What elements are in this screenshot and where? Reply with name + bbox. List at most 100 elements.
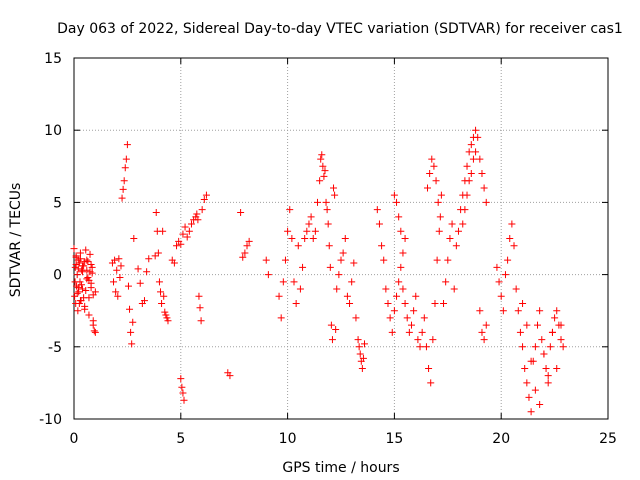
data-point [317,155,325,163]
data-point [173,242,181,250]
chart-title: Day 063 of 2022, Sidereal Day-to-day VTE… [57,21,623,37]
data-point [523,321,531,329]
data-point [316,177,324,185]
data-point [474,133,482,141]
data-point [482,198,490,206]
data-point [73,289,81,297]
data-point [546,343,554,351]
data-point [358,364,366,372]
data-point [143,268,151,276]
data-point [557,321,565,329]
data-point [433,256,441,264]
data-point [311,227,319,235]
data-point [427,379,435,387]
data-point [170,259,178,267]
data-point [275,292,283,300]
data-point [393,198,401,206]
data-point [75,259,83,267]
data-point [281,256,289,264]
data-point [128,340,136,348]
y-tick-labels: -10 -5 0 5 10 15 [39,51,62,428]
data-point [326,263,334,271]
plot-frame [73,57,609,420]
data-point [332,325,340,333]
data-point [164,317,172,325]
data-point [465,148,473,156]
data-point [478,170,486,178]
y-tick-label: -10 [39,412,62,428]
data-point [393,292,401,300]
data-point [508,220,516,228]
data-point [305,220,313,228]
data-point [307,213,315,221]
data-point [461,206,469,214]
data-point [110,278,118,286]
data-point [476,155,484,163]
data-point [405,328,413,336]
data-point [120,177,128,185]
data-point [179,389,187,397]
data-point [130,235,138,242]
data-point [534,321,542,329]
data-point [548,328,556,336]
data-point [86,250,94,258]
data-point [80,294,88,302]
data-point [74,265,82,273]
data-point [197,317,205,325]
data-point [299,263,307,271]
data-point [193,210,201,218]
data-point [412,292,420,300]
data-point [123,141,131,149]
data-point [463,191,471,199]
data-point [519,299,527,307]
data-point [155,278,163,286]
data-point [521,364,529,372]
y-tick-label: -5 [48,340,62,356]
data-point [514,307,522,315]
data-point [536,401,544,409]
data-point [129,318,137,326]
data-point [472,148,480,156]
data-point [113,266,121,274]
data-point [290,278,298,286]
data-point [330,184,338,192]
data-point [335,271,343,279]
data-point [436,213,444,221]
data-point [87,260,95,268]
data-point [428,155,436,163]
data-point [450,285,458,293]
data-point [390,307,398,315]
data-point [91,328,99,336]
data-point [320,172,328,180]
data-point [162,311,170,319]
data-point [373,206,381,214]
data-point [294,242,302,250]
y-axis-label: SDTVAR / TECUs [8,183,24,298]
data-point [495,278,503,286]
data-point [426,170,434,178]
data-point [544,379,552,387]
data-point [152,209,160,217]
data-point [195,292,203,300]
data-point [442,278,450,286]
data-point [416,343,424,351]
data-point [76,255,84,263]
data-point [262,256,270,264]
data-point [79,262,87,270]
data-point [407,321,415,329]
y-tick-label: 15 [44,51,62,67]
data-points [70,126,567,416]
data-point [322,198,330,206]
data-point [327,321,335,329]
data-point [325,242,333,250]
data-point [359,354,367,362]
data-point [112,288,120,296]
data-point [448,220,456,228]
data-point [375,220,383,228]
data-point [75,299,83,307]
data-point [117,262,125,270]
grid-lines [74,58,608,419]
data-point [163,314,171,322]
data-point [463,162,471,170]
data-point [118,194,126,202]
